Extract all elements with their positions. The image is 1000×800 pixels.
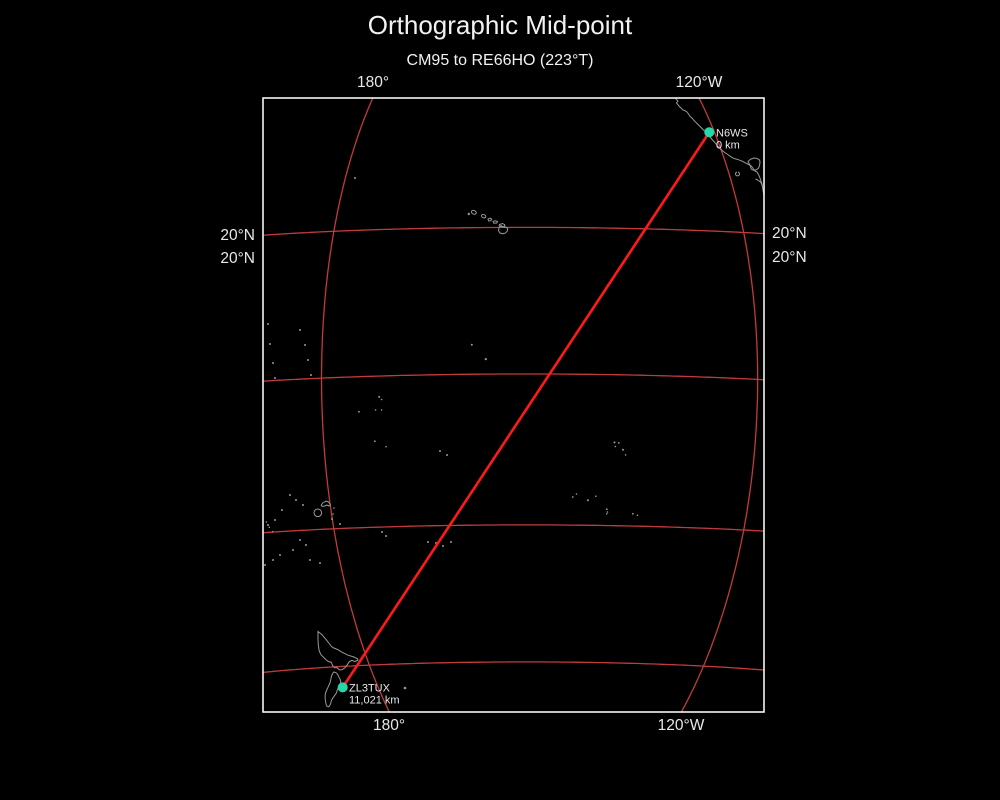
- svg-text:20°N: 20°N: [220, 227, 255, 244]
- svg-text:120°W: 120°W: [658, 717, 705, 734]
- svg-text:20°N: 20°N: [772, 225, 807, 242]
- svg-text:N6WS: N6WS: [716, 128, 748, 140]
- svg-text:20°N: 20°N: [772, 249, 807, 266]
- svg-text:ZL3TUX: ZL3TUX: [349, 683, 391, 695]
- svg-text:20°N: 20°N: [220, 250, 255, 267]
- svg-text:0 km: 0 km: [716, 140, 740, 152]
- svg-text:180°: 180°: [373, 717, 405, 734]
- svg-text:120°W: 120°W: [676, 74, 723, 91]
- svg-text:11,021 km: 11,021 km: [349, 695, 400, 707]
- svg-text:180°: 180°: [357, 74, 389, 91]
